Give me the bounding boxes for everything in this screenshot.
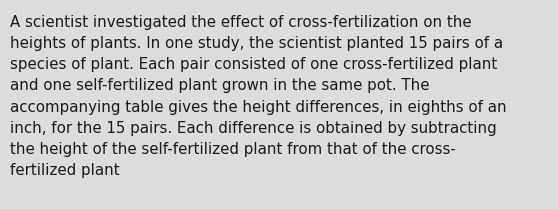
Text: A scientist investigated the effect of cross-fertilization on the
heights of pla: A scientist investigated the effect of c… bbox=[10, 15, 507, 178]
